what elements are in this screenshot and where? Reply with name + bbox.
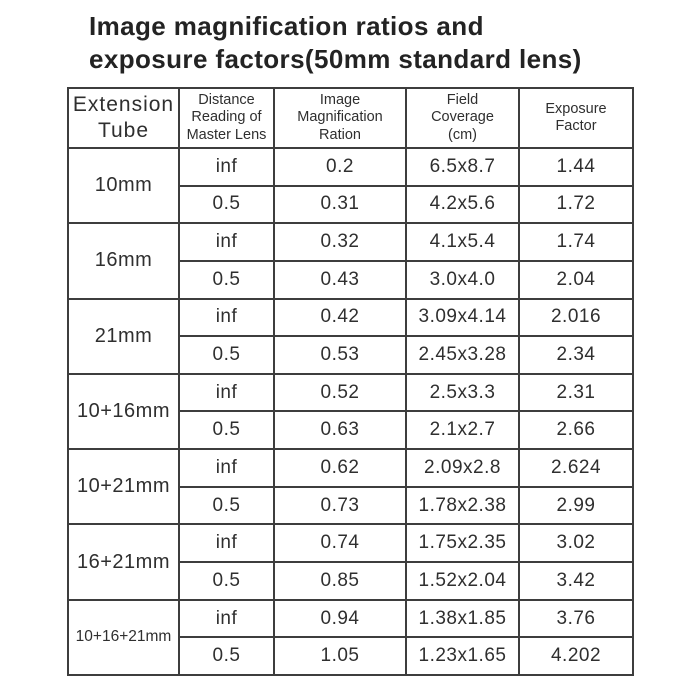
magnification-cell: 0.94 (273, 598, 407, 639)
table-row: 21mm inf 0.42 3.09x4.14 2.016 (67, 297, 634, 375)
distance-cell: 0.5 (178, 485, 275, 526)
magnification-cell: 0.63 (273, 410, 407, 451)
magnification-cell: 0.73 (273, 485, 407, 526)
exposure-cell: 2.624 (518, 448, 634, 488)
extension-tube-label: 10+16mm (67, 372, 180, 451)
table-body: 10mm inf 0.2 6.5x8.7 1.44 0.5 0.31 4.2x5.6 1.72 1… (67, 146, 634, 677)
exposure-cell: 2.66 (518, 410, 634, 451)
column-header-exposure-factor: Exposure Factor (518, 87, 634, 149)
exposure-cell: 2.016 (518, 297, 634, 338)
distance-cell: inf (178, 222, 275, 262)
exposure-cell: 4.202 (518, 636, 634, 676)
coverage-cell: 2.1x2.7 (405, 410, 520, 451)
page-title: Image magnification ratios and exposure … (89, 10, 582, 76)
coverage-cell: 4.2x5.6 (405, 184, 520, 225)
coverage-cell: 1.23x1.65 (405, 636, 520, 676)
magnification-cell: 0.31 (273, 184, 407, 225)
coverage-cell: 3.0x4.0 (405, 259, 520, 300)
exposure-cell: 1.72 (518, 184, 634, 225)
table-row: 0.5 1.05 1.23x1.65 4.202 (68, 636, 634, 676)
extension-tube-label: 10mm (67, 146, 180, 225)
exposure-cell: 1.74 (518, 222, 634, 262)
distance-cell: 0.5 (178, 259, 275, 300)
magnification-table: Extension Tube Distance Reading of Maste… (67, 87, 634, 677)
table-row: 0.5 0.31 4.2x5.6 1.72 (68, 184, 634, 225)
magnification-cell: 0.43 (273, 259, 407, 300)
magnification-cell: 0.52 (273, 372, 407, 413)
coverage-cell: 1.38x1.85 (405, 598, 520, 639)
exposure-cell: 2.34 (518, 335, 634, 375)
table-row: 16+21mm inf 0.74 1.75x2.35 3.02 (67, 523, 634, 601)
column-header-extension-tube: Extension Tube (67, 87, 180, 149)
extension-tube-label: 16mm (67, 222, 180, 300)
distance-cell: inf (178, 598, 275, 639)
exposure-cell: 2.04 (518, 259, 634, 300)
coverage-cell: 4.1x5.4 (405, 222, 520, 262)
distance-cell: inf (178, 523, 275, 564)
extension-tube-label: 16+21mm (67, 523, 180, 601)
coverage-cell: 3.09x4.14 (405, 297, 520, 338)
exposure-cell: 3.42 (518, 561, 634, 601)
table-row: 10+21mm inf 0.62 2.09x2.8 2.624 (67, 448, 634, 526)
exposure-cell: 2.99 (518, 485, 634, 526)
header-row: Extension Tube Distance Reading of Maste… (67, 87, 634, 149)
table-row: 0.5 0.53 2.45x3.28 2.34 (68, 335, 634, 375)
table-header: Extension Tube Distance Reading of Maste… (67, 87, 634, 149)
extension-tube-label: 10+16+21mm (67, 598, 180, 677)
magnification-cell: 0.85 (273, 561, 407, 601)
coverage-cell: 1.52x2.04 (405, 561, 520, 601)
distance-cell: inf (178, 448, 275, 488)
extension-tube-label: 21mm (67, 297, 180, 375)
distance-cell: 0.5 (178, 636, 275, 676)
distance-cell: 0.5 (178, 561, 275, 601)
distance-cell: inf (178, 147, 275, 187)
magnification-cell: 1.05 (273, 636, 407, 676)
magnification-cell: 0.32 (273, 222, 407, 262)
page-title-line2: exposure factors(50mm standard lens) (89, 44, 582, 74)
coverage-cell: 1.78x2.38 (405, 485, 520, 526)
magnification-cell: 0.74 (273, 523, 407, 564)
extension-tube-label: 10+21mm (67, 448, 180, 526)
table-row: 10mm inf 0.2 6.5x8.7 1.44 (67, 146, 634, 225)
coverage-cell: 2.45x3.28 (405, 335, 520, 375)
coverage-cell: 2.09x2.8 (405, 448, 520, 488)
exposure-cell: 3.76 (518, 598, 634, 639)
exposure-cell: 1.44 (518, 147, 634, 187)
distance-cell: 0.5 (178, 410, 275, 451)
column-header-image-magnification: Image Magnification Ration (273, 87, 407, 149)
table-row: 16mm inf 0.32 4.1x5.4 1.74 (67, 222, 634, 300)
column-header-field-coverage: Field Coverage (cm) (405, 87, 520, 149)
table-row: 10+16+21mm inf 0.94 1.38x1.85 3.76 (67, 598, 634, 677)
table-row: 0.5 0.63 2.1x2.7 2.66 (68, 410, 634, 451)
page-title-line1: Image magnification ratios and (89, 11, 484, 41)
magnification-cell: 0.62 (273, 448, 407, 488)
table-row: 0.5 0.85 1.52x2.04 3.42 (68, 561, 634, 601)
coverage-cell: 6.5x8.7 (405, 147, 520, 187)
magnification-cell: 0.2 (273, 147, 407, 187)
magnification-cell: 0.42 (273, 297, 407, 338)
exposure-cell: 3.02 (518, 523, 634, 564)
magnification-cell: 0.53 (273, 335, 407, 375)
coverage-cell: 2.5x3.3 (405, 372, 520, 413)
exposure-cell: 2.31 (518, 372, 634, 413)
table-row: 10+16mm inf 0.52 2.5x3.3 2.31 (67, 372, 634, 451)
table-row: 0.5 0.73 1.78x2.38 2.99 (68, 485, 634, 526)
distance-cell: inf (178, 297, 275, 338)
distance-cell: inf (178, 372, 275, 413)
column-header-distance-reading: Distance Reading of Master Lens (178, 87, 275, 149)
distance-cell: 0.5 (178, 184, 275, 225)
table-row: 0.5 0.43 3.0x4.0 2.04 (68, 259, 634, 300)
distance-cell: 0.5 (178, 335, 275, 375)
coverage-cell: 1.75x2.35 (405, 523, 520, 564)
